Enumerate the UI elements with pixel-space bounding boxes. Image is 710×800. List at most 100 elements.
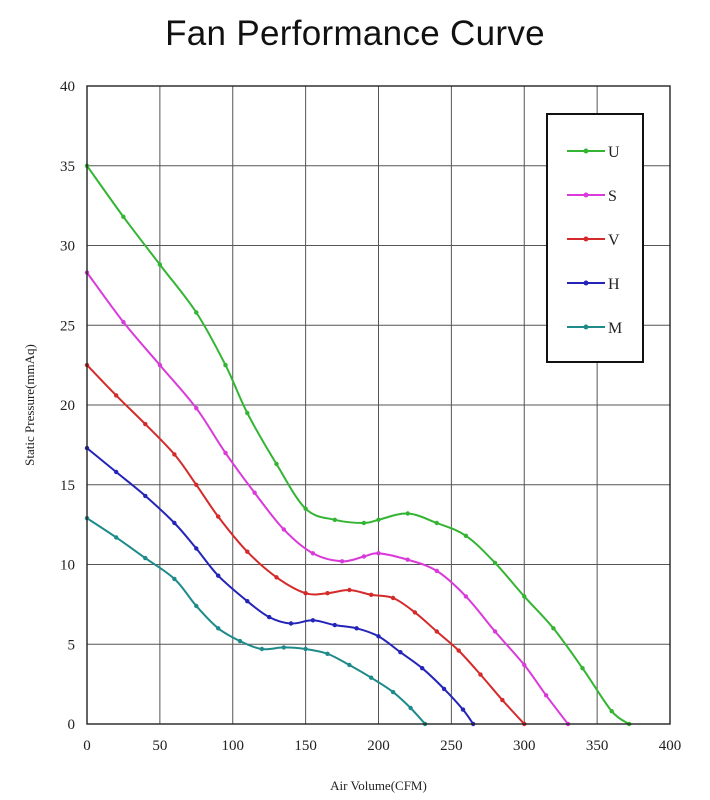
x-tick-label: 300: [513, 738, 536, 754]
data-point: [194, 310, 199, 315]
data-point: [143, 555, 148, 561]
data-point: [376, 634, 381, 639]
data-point: [361, 520, 367, 526]
data-point: [361, 554, 367, 559]
data-point: [267, 614, 272, 620]
data-point: [376, 517, 381, 522]
data-point: [303, 646, 308, 652]
data-point: [310, 618, 316, 623]
data-point: [434, 568, 439, 574]
data-point: [172, 520, 177, 526]
series-layer: [84, 163, 632, 727]
data-point: [580, 666, 585, 671]
legend-label: M: [608, 320, 622, 337]
data-point: [332, 622, 337, 628]
plot-frame: [86, 85, 671, 725]
y-tick-label: 40: [60, 79, 75, 95]
legend-marker: [583, 148, 589, 154]
y-tick-label: 35: [60, 159, 75, 175]
data-point: [274, 575, 279, 580]
data-point: [194, 406, 199, 411]
y-tick-label: 10: [60, 558, 75, 574]
data-point: [609, 709, 614, 714]
data-point: [347, 587, 352, 593]
data-point: [339, 559, 345, 564]
data-point: [434, 629, 439, 634]
data-point: [281, 527, 286, 532]
series-line-u: [86, 165, 630, 725]
data-point: [441, 686, 447, 692]
data-point: [288, 621, 294, 626]
x-tick-label: 100: [222, 738, 245, 754]
series-line-m: [86, 517, 426, 725]
data-point: [551, 626, 556, 631]
legend-item-s: S: [567, 188, 617, 205]
data-point: [252, 490, 257, 495]
y-tick-label: 25: [60, 318, 75, 334]
data-point: [157, 262, 163, 267]
legend: U S V H M: [546, 113, 644, 363]
data-point: [398, 650, 403, 655]
series-u: [84, 163, 632, 727]
data-point: [390, 689, 396, 695]
legend-marker: [583, 324, 589, 330]
data-point: [492, 629, 498, 634]
data-point: [281, 645, 286, 650]
legend-label: U: [608, 144, 620, 161]
legend-label: V: [608, 232, 620, 249]
data-point: [143, 421, 148, 427]
data-point: [500, 697, 505, 703]
data-point: [259, 646, 265, 652]
legend-item-h: H: [567, 276, 620, 293]
data-point: [114, 469, 119, 475]
data-point: [157, 362, 163, 368]
x-tick-label: 50: [152, 738, 167, 754]
legend-label: H: [608, 276, 620, 293]
legend-marker: [583, 192, 589, 198]
data-point: [405, 557, 410, 562]
data-point: [216, 573, 221, 578]
data-point: [369, 592, 374, 597]
data-point: [412, 610, 418, 615]
data-point: [303, 506, 308, 511]
data-point: [303, 591, 308, 596]
data-point: [492, 560, 498, 566]
data-point: [408, 705, 413, 711]
data-point: [245, 410, 250, 416]
y-tick-label: 30: [60, 239, 75, 255]
data-point: [456, 648, 461, 653]
data-point: [325, 591, 330, 596]
data-point: [354, 626, 359, 631]
data-point: [245, 549, 250, 554]
x-tick-label: 150: [294, 738, 317, 754]
legend-marker: [583, 280, 589, 286]
y-tick-label: 15: [60, 478, 75, 494]
data-point: [223, 362, 228, 368]
legend-label: S: [608, 188, 617, 205]
data-point: [376, 551, 381, 556]
data-point: [325, 651, 330, 656]
data-point: [347, 662, 352, 668]
data-point: [420, 666, 425, 671]
x-tick-label: 200: [367, 738, 390, 754]
data-point: [114, 393, 119, 398]
data-point: [274, 461, 279, 467]
legend-item-v: V: [567, 232, 620, 249]
x-axis-label: Air Volume(CFM): [330, 778, 427, 793]
data-point: [172, 452, 177, 457]
y-tick-label: 0: [68, 717, 76, 733]
data-point: [332, 517, 337, 522]
data-point: [121, 214, 126, 219]
data-point: [194, 482, 199, 487]
data-point: [245, 599, 250, 604]
data-point: [114, 535, 119, 540]
series-line-s: [86, 272, 569, 725]
data-point: [434, 520, 439, 526]
legend-marker: [583, 236, 589, 242]
y-axis-label: Static Pressure(mmAq): [22, 344, 37, 466]
data-point: [543, 693, 549, 698]
data-point: [460, 707, 466, 712]
data-point: [143, 493, 148, 499]
legend-item-m: M: [567, 320, 622, 337]
